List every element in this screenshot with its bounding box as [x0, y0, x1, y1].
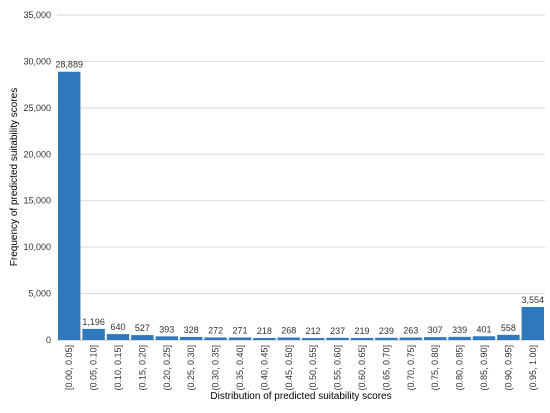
data-label: 307 [428, 325, 443, 335]
x-tick-label: (0.35, 0.40] [235, 345, 245, 391]
x-tick-label: (0.70, 0.75] [406, 345, 416, 391]
data-label: 28,889 [55, 60, 83, 70]
bar [228, 337, 252, 340]
data-label: 339 [452, 325, 467, 335]
bar [106, 334, 130, 340]
x-tick-label: (0.25, 0.30] [186, 345, 196, 391]
bar [472, 336, 496, 340]
bar [399, 337, 423, 340]
x-tick-label: (0.75, 0.80] [430, 345, 440, 391]
data-label: 393 [159, 324, 174, 334]
bar [179, 336, 203, 340]
bar [131, 335, 154, 340]
y-tick-label: 0 [46, 335, 51, 345]
bar [423, 337, 447, 340]
bar [204, 337, 227, 340]
y-tick-label: 25,000 [23, 103, 51, 113]
y-tick-label: 5,000 [28, 289, 51, 299]
data-label: 401 [476, 324, 491, 334]
data-label: 558 [501, 323, 516, 333]
data-label: 212 [306, 326, 321, 336]
y-tick-label: 20,000 [23, 149, 51, 159]
x-tick-label: (0.50, 0.55] [308, 345, 318, 391]
data-label: 218 [257, 326, 272, 336]
x-tick-label: (0.95, 1.00] [528, 345, 538, 391]
bar [155, 336, 179, 340]
bar [253, 337, 276, 340]
data-label: 239 [379, 326, 394, 336]
bar [521, 306, 545, 340]
x-tick-label: (0.10, 0.15] [113, 345, 123, 391]
data-label: 527 [135, 323, 150, 333]
bar [326, 337, 349, 340]
data-label: 271 [232, 325, 247, 335]
bar [350, 337, 374, 340]
bar [375, 337, 398, 340]
y-tick-label: 10,000 [23, 242, 51, 252]
x-tick-label: (0.45, 0.50] [284, 345, 294, 391]
x-tick-label: (0.80, 0.85] [455, 345, 465, 391]
x-tick-label: (0.60, 0.65] [357, 345, 367, 391]
x-axis-title: Distribution of predicted suitability sc… [210, 391, 391, 402]
x-tick-label: (0.30, 0.35] [211, 345, 221, 391]
x-tick-label: (0.65, 0.70] [381, 345, 391, 391]
bar [301, 338, 325, 340]
y-tick-label: 35,000 [23, 10, 51, 20]
x-tick-label: [0.00, 0.05] [64, 345, 74, 390]
y-tick-label: 15,000 [23, 196, 51, 206]
y-axis-title: Frequency of predicted suitability score… [9, 88, 20, 266]
x-tick-label: (0.05, 0.10] [89, 345, 99, 391]
data-label: 328 [184, 325, 199, 335]
data-label: 268 [281, 326, 296, 336]
x-tick-label: (0.90, 0.95] [503, 345, 513, 391]
bar [57, 71, 81, 341]
data-label: 219 [354, 326, 369, 336]
data-label: 640 [110, 322, 125, 332]
data-label: 1,196 [82, 317, 105, 327]
x-tick-label: (0.85, 0.90] [479, 345, 489, 391]
data-label: 3,554 [522, 295, 545, 305]
x-tick-label: (0.55, 0.60] [333, 345, 343, 391]
data-label: 263 [403, 326, 418, 336]
bar [277, 337, 301, 340]
x-tick-label: (0.40, 0.45] [259, 345, 269, 391]
data-label: 272 [208, 325, 223, 335]
data-label: 237 [330, 326, 345, 336]
x-tick-label: (0.20, 0.25] [162, 345, 172, 391]
bar [82, 328, 105, 340]
y-tick-label: 30,000 [23, 56, 51, 66]
bar [497, 334, 520, 340]
x-tick-label: (0.15, 0.20] [137, 345, 147, 391]
bar [448, 336, 471, 340]
